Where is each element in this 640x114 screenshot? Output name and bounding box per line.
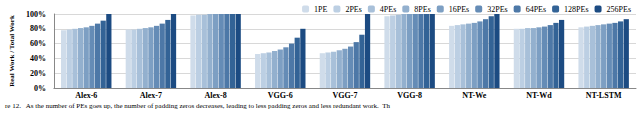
svg-text:Alex-6: Alex-6 (75, 91, 97, 100)
svg-text:NT-LSTM: NT-LSTM (586, 91, 622, 100)
svg-text:32PEs: 32PEs (487, 5, 507, 14)
svg-text:VGG-7: VGG-7 (333, 91, 358, 100)
svg-text:Real Work / Total Work: Real Work / Total Work (8, 15, 16, 87)
svg-text:2PEs: 2PEs (345, 5, 361, 14)
svg-text:100%: 100% (26, 10, 46, 19)
svg-text:8PEs: 8PEs (414, 5, 430, 14)
svg-text:4PEs: 4PEs (380, 5, 396, 14)
svg-text:re 12. As the number of PEs: re 12. As the number of PEs goes up, the… (5, 102, 390, 110)
svg-text:VGG-6: VGG-6 (268, 91, 293, 100)
svg-text:0%: 0% (34, 84, 46, 93)
svg-text:NT-We: NT-We (462, 91, 487, 100)
svg-text:128PEs: 128PEs (564, 5, 588, 14)
svg-text:16PEs: 16PEs (449, 5, 469, 14)
svg-text:Alex-7: Alex-7 (140, 91, 162, 100)
svg-text:20%: 20% (30, 69, 46, 78)
svg-text:40%: 40% (30, 54, 46, 63)
svg-text:VGG-8: VGG-8 (397, 91, 422, 100)
svg-text:256PEs: 256PEs (607, 5, 631, 14)
svg-text:Alex-8: Alex-8 (204, 91, 226, 100)
svg-text:64PEs: 64PEs (526, 5, 546, 14)
svg-text:80%: 80% (30, 24, 46, 33)
svg-text:60%: 60% (30, 39, 46, 48)
svg-text:1PE: 1PE (314, 5, 327, 14)
svg-text:NT-Wd: NT-Wd (526, 91, 552, 100)
